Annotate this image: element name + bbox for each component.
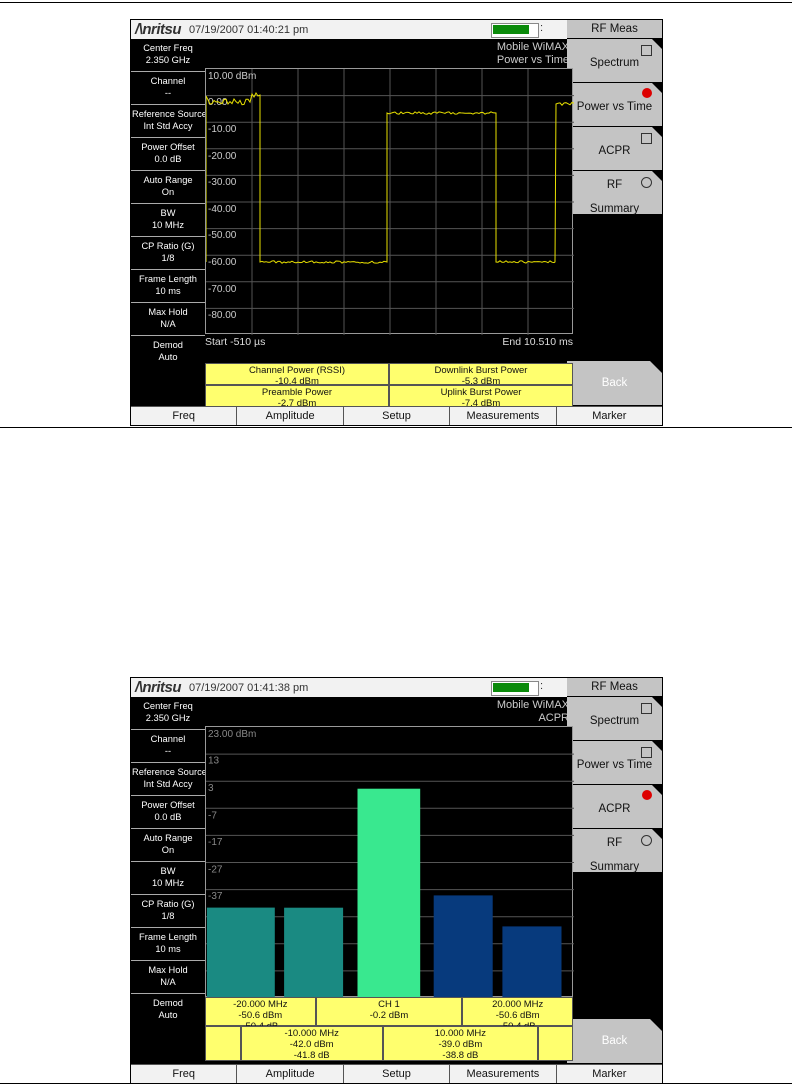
svg-text:13: 13	[208, 756, 220, 767]
svg-text:10.00 dBm: 10.00 dBm	[208, 71, 256, 82]
svg-text:-20.00: -20.00	[208, 151, 237, 162]
svg-text:-50.00: -50.00	[208, 230, 237, 241]
svg-text:-37: -37	[208, 891, 223, 902]
svg-text:23.00 dBm: 23.00 dBm	[208, 729, 256, 740]
svg-text:-17: -17	[208, 837, 223, 848]
svg-text:-30.00: -30.00	[208, 177, 237, 188]
svg-text:-80.00: -80.00	[208, 310, 237, 321]
svg-text:-60.00: -60.00	[208, 257, 237, 268]
svg-text:-70.00: -70.00	[208, 284, 237, 295]
svg-text:0.00: 0.00	[208, 97, 228, 108]
svg-text:-40.00: -40.00	[208, 204, 237, 215]
svg-text:3: 3	[208, 783, 214, 794]
svg-text:-7: -7	[208, 811, 217, 822]
svg-text:-10.00: -10.00	[208, 124, 237, 135]
svg-text:-27: -27	[208, 865, 223, 876]
